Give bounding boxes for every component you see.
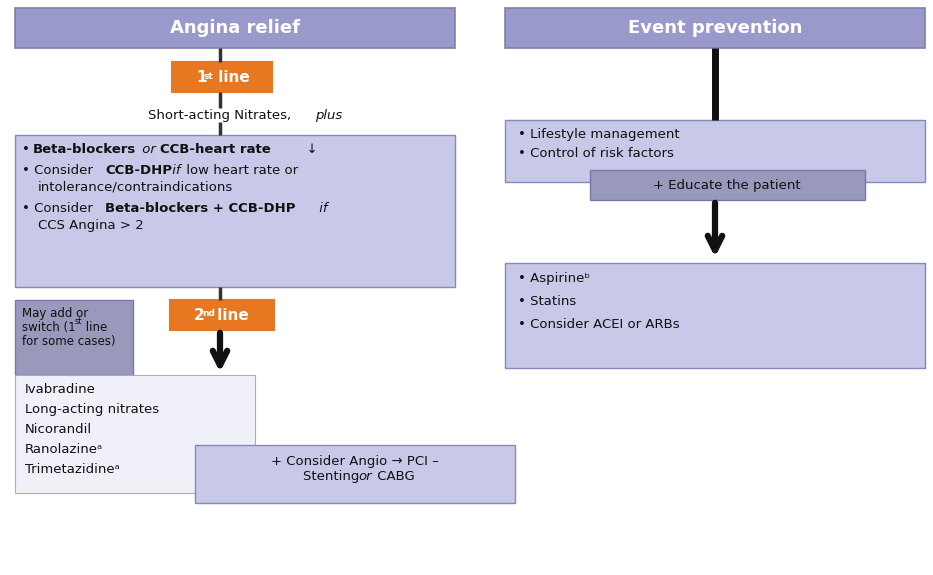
Bar [15, 375, 255, 493]
Text: Ivabradine: Ivabradine [25, 383, 96, 396]
Text: line: line [212, 308, 249, 323]
Text: line: line [82, 321, 107, 334]
Bar [15, 135, 455, 287]
Bar [505, 120, 925, 182]
Text: plus: plus [315, 109, 342, 122]
Text: •: • [22, 143, 35, 156]
Text: • Consider ACEI or ARBs: • Consider ACEI or ARBs [518, 318, 679, 331]
Text: • Lifestyle management: • Lifestyle management [518, 128, 679, 141]
Text: Long-acting nitrates: Long-acting nitrates [25, 403, 160, 416]
Text: CCS Angina > 2: CCS Angina > 2 [38, 219, 144, 232]
Text: May add or: May add or [22, 307, 89, 320]
Text: st: st [75, 317, 83, 326]
Bar [170, 300, 274, 330]
Bar [505, 8, 925, 48]
Text: • Consider: • Consider [22, 164, 97, 177]
Text: CCB-DHP: CCB-DHP [105, 164, 172, 177]
Text: Angina relief: Angina relief [170, 19, 300, 37]
Bar [172, 62, 272, 92]
Text: if: if [315, 202, 327, 215]
Bar [505, 263, 925, 368]
Text: Beta-blockers: Beta-blockers [33, 143, 136, 156]
Text: Event prevention: Event prevention [628, 19, 802, 37]
Text: or: or [358, 470, 371, 483]
Text: or: or [138, 143, 160, 156]
Bar [195, 445, 515, 503]
Text: switch (1: switch (1 [22, 321, 76, 334]
Text: line: line [213, 70, 250, 85]
Text: Trimetazidineᵃ: Trimetazidineᵃ [25, 463, 119, 476]
Text: Stenting: Stenting [303, 470, 364, 483]
Text: 1: 1 [196, 70, 206, 85]
Text: • Statins: • Statins [518, 295, 577, 308]
Text: CCB-heart rate: CCB-heart rate [160, 143, 271, 156]
Text: low heart rate or: low heart rate or [182, 164, 299, 177]
Text: for some cases): for some cases) [22, 335, 116, 348]
Text: CABG: CABG [373, 470, 415, 483]
Bar [590, 170, 865, 200]
Text: + Consider Angio → PCI –: + Consider Angio → PCI – [272, 455, 439, 468]
Text: Short-acting Nitrates,: Short-acting Nitrates, [148, 109, 296, 122]
Text: 2: 2 [194, 308, 204, 323]
Text: • Aspirineᵇ: • Aspirineᵇ [518, 272, 591, 285]
Text: st: st [204, 72, 214, 81]
Text: ↓: ↓ [298, 143, 317, 156]
Text: Nicorandil: Nicorandil [25, 423, 92, 436]
Bar [15, 300, 133, 375]
Text: Ranolazineᵃ: Ranolazineᵃ [25, 443, 104, 456]
Bar [15, 8, 455, 48]
Text: • Control of risk factors: • Control of risk factors [518, 147, 674, 160]
Text: intolerance/contraindications: intolerance/contraindications [38, 181, 233, 194]
Text: nd: nd [202, 309, 215, 318]
Text: Beta-blockers + CCB-DHP: Beta-blockers + CCB-DHP [105, 202, 296, 215]
Text: • Consider: • Consider [22, 202, 97, 215]
Text: + Educate the patient: + Educate the patient [653, 178, 801, 191]
Text: if: if [168, 164, 180, 177]
